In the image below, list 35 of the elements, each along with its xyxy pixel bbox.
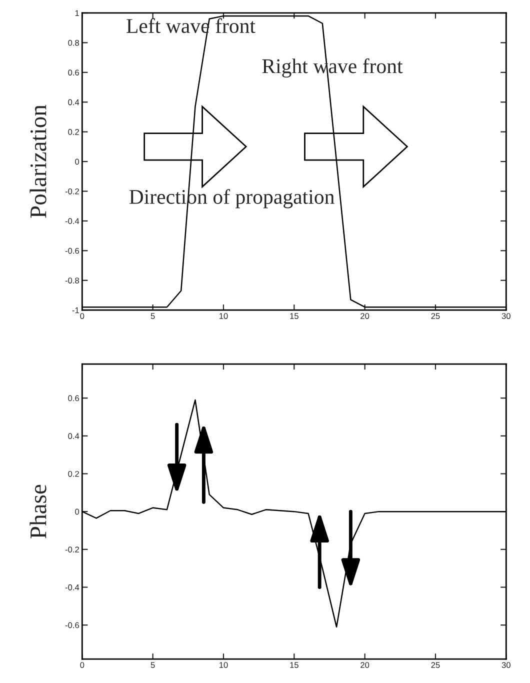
y-tick-label: 0.4 [68, 99, 80, 106]
x-tick-label: 30 [502, 662, 510, 668]
y-tick-label: 0.6 [68, 395, 80, 402]
x-tick-label: 5 [150, 313, 155, 319]
x-tick-label: 15 [290, 662, 298, 668]
y-tick-label: -0.4 [65, 218, 80, 224]
x-tick-label: 20 [360, 662, 370, 668]
line-series [82, 15, 506, 308]
x-tick-label: 20 [360, 313, 370, 319]
x-tick-label: 25 [431, 313, 440, 319]
y-tick-label: -0.8 [65, 278, 80, 284]
x-tick-label: 0 [80, 662, 84, 668]
y-tick-label: 0.2 [68, 470, 79, 477]
y-tick-label: 0.8 [68, 40, 80, 46]
y-axis-title: Polarization [30, 104, 46, 218]
y-tick-label: -0.6 [65, 248, 80, 254]
y-axis-title: Phase [30, 484, 46, 538]
x-tick-label: 5 [150, 662, 155, 668]
x-tick-label: 15 [290, 313, 298, 319]
y-tick-label: 0.4 [68, 433, 80, 440]
y-tick-label: 1 [75, 10, 79, 16]
x-tick-label: 10 [219, 662, 228, 668]
x-tick-label: 10 [219, 313, 228, 319]
y-tick-label: -0.2 [65, 546, 79, 552]
x-tick-label: 30 [502, 313, 510, 319]
y-tick-label: 0.2 [68, 129, 79, 135]
y-tick-label: -1 [72, 307, 79, 314]
y-tick-label: 0.6 [68, 70, 80, 76]
y-tick-label: 0 [75, 508, 80, 515]
y-tick-label: -0.4 [65, 584, 80, 590]
y-tick-label: -0.6 [65, 622, 80, 628]
y-tick-label: 0 [75, 158, 80, 165]
y-tick-label: -0.2 [65, 188, 79, 194]
x-tick-label: 0 [80, 313, 84, 319]
x-tick-label: 25 [431, 662, 440, 668]
